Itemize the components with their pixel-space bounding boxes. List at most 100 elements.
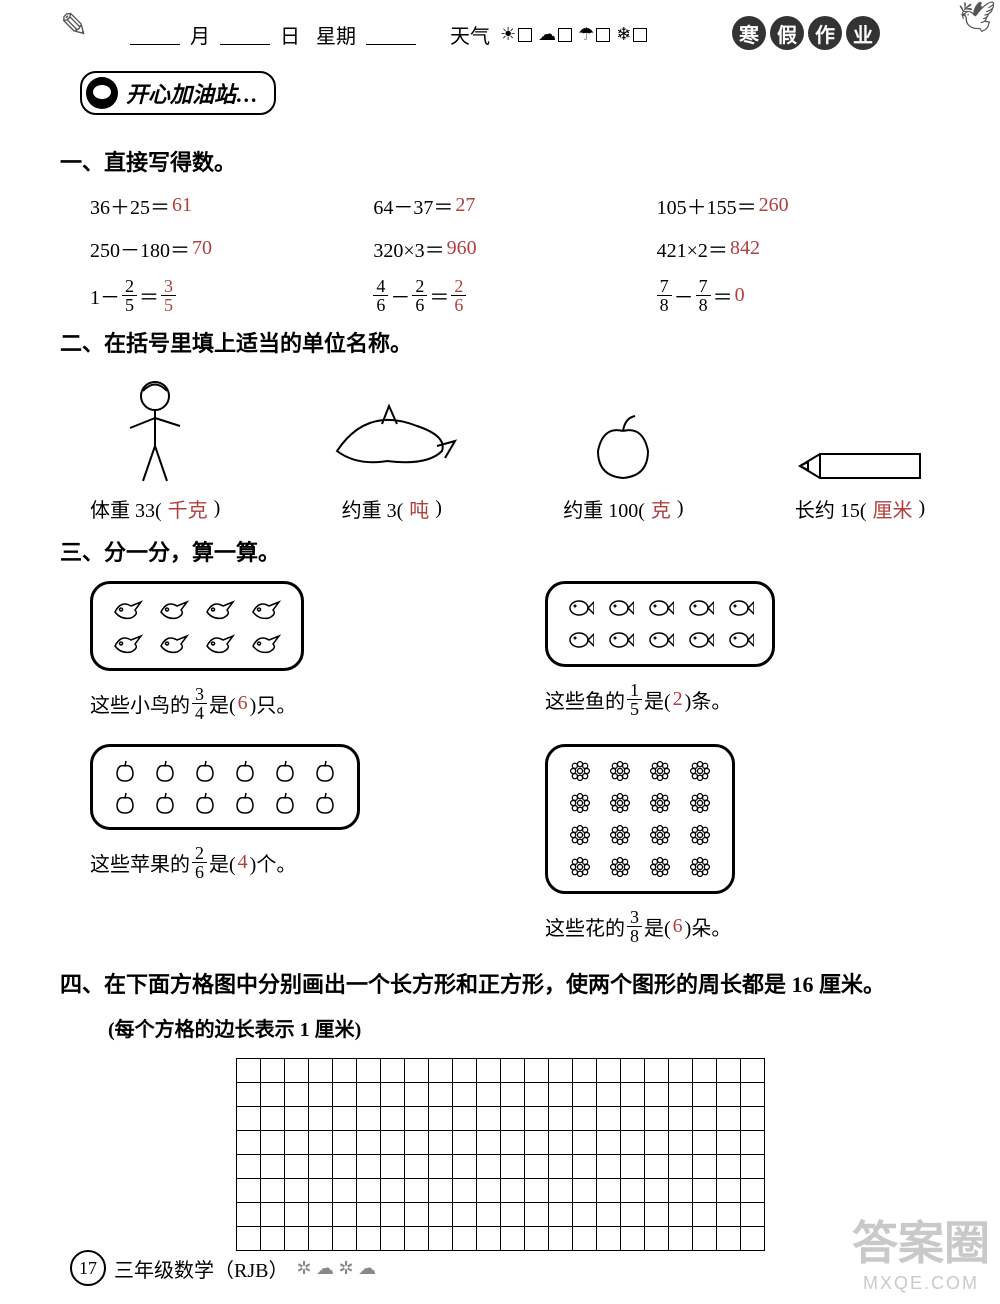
grid-cell[interactable] (284, 1059, 308, 1083)
grid-cell[interactable] (500, 1203, 524, 1227)
grid-cell[interactable] (500, 1059, 524, 1083)
grid-cell[interactable] (668, 1059, 692, 1083)
grid-cell[interactable] (452, 1131, 476, 1155)
grid-cell[interactable] (644, 1179, 668, 1203)
grid-cell[interactable] (308, 1227, 332, 1251)
grid-cell[interactable] (668, 1155, 692, 1179)
grid-cell[interactable] (740, 1107, 764, 1131)
grid-cell[interactable] (404, 1227, 428, 1251)
grid-cell[interactable] (716, 1131, 740, 1155)
grid-cell[interactable] (572, 1203, 596, 1227)
grid-cell[interactable] (740, 1203, 764, 1227)
snow-checkbox[interactable] (633, 28, 647, 42)
grid-cell[interactable] (476, 1059, 500, 1083)
grid-cell[interactable] (260, 1179, 284, 1203)
grid-cell[interactable] (260, 1059, 284, 1083)
grid-cell[interactable] (596, 1179, 620, 1203)
grid-cell[interactable] (596, 1107, 620, 1131)
grid-cell[interactable] (308, 1083, 332, 1107)
grid-cell[interactable] (284, 1107, 308, 1131)
grid-cell[interactable] (524, 1083, 548, 1107)
grid-cell[interactable] (356, 1131, 380, 1155)
grid-cell[interactable] (404, 1083, 428, 1107)
grid-cell[interactable] (740, 1155, 764, 1179)
grid-cell[interactable] (596, 1059, 620, 1083)
grid-cell[interactable] (596, 1155, 620, 1179)
grid-cell[interactable] (740, 1083, 764, 1107)
grid-cell[interactable] (332, 1179, 356, 1203)
grid-cell[interactable] (284, 1179, 308, 1203)
month-blank[interactable] (130, 25, 180, 45)
grid-cell[interactable] (500, 1083, 524, 1107)
grid-cell[interactable] (500, 1155, 524, 1179)
grid-cell[interactable] (428, 1155, 452, 1179)
grid-cell[interactable] (308, 1155, 332, 1179)
grid-cell[interactable] (596, 1227, 620, 1251)
grid-cell[interactable] (356, 1203, 380, 1227)
grid-cell[interactable] (620, 1083, 644, 1107)
grid-cell[interactable] (260, 1227, 284, 1251)
grid-cell[interactable] (236, 1059, 260, 1083)
grid-cell[interactable] (356, 1179, 380, 1203)
grid-cell[interactable] (260, 1131, 284, 1155)
grid-cell[interactable] (332, 1155, 356, 1179)
grid-cell[interactable] (548, 1179, 572, 1203)
drawing-grid[interactable] (236, 1058, 765, 1251)
grid-cell[interactable] (644, 1059, 668, 1083)
cloudy-checkbox[interactable] (558, 28, 572, 42)
grid-cell[interactable] (524, 1179, 548, 1203)
grid-cell[interactable] (572, 1083, 596, 1107)
grid-cell[interactable] (284, 1083, 308, 1107)
grid-cell[interactable] (620, 1107, 644, 1131)
grid-cell[interactable] (668, 1203, 692, 1227)
grid-cell[interactable] (572, 1155, 596, 1179)
grid-cell[interactable] (236, 1203, 260, 1227)
grid-cell[interactable] (428, 1059, 452, 1083)
grid-cell[interactable] (620, 1131, 644, 1155)
grid-cell[interactable] (428, 1203, 452, 1227)
grid-cell[interactable] (476, 1083, 500, 1107)
grid-cell[interactable] (260, 1155, 284, 1179)
grid-cell[interactable] (572, 1227, 596, 1251)
grid-cell[interactable] (452, 1155, 476, 1179)
grid-cell[interactable] (476, 1203, 500, 1227)
grid-cell[interactable] (380, 1155, 404, 1179)
grid-cell[interactable] (620, 1203, 644, 1227)
grid-cell[interactable] (308, 1131, 332, 1155)
grid-cell[interactable] (380, 1083, 404, 1107)
grid-cell[interactable] (548, 1083, 572, 1107)
sunny-checkbox[interactable] (518, 28, 532, 42)
grid-cell[interactable] (236, 1227, 260, 1251)
grid-cell[interactable] (260, 1203, 284, 1227)
grid-cell[interactable] (644, 1107, 668, 1131)
grid-cell[interactable] (572, 1179, 596, 1203)
grid-cell[interactable] (332, 1059, 356, 1083)
grid-cell[interactable] (236, 1107, 260, 1131)
grid-cell[interactable] (404, 1107, 428, 1131)
grid-cell[interactable] (356, 1155, 380, 1179)
grid-cell[interactable] (716, 1179, 740, 1203)
grid-cell[interactable] (692, 1227, 716, 1251)
grid-cell[interactable] (380, 1059, 404, 1083)
grid-cell[interactable] (572, 1107, 596, 1131)
grid-cell[interactable] (596, 1131, 620, 1155)
grid-cell[interactable] (500, 1131, 524, 1155)
grid-cell[interactable] (236, 1155, 260, 1179)
grid-cell[interactable] (332, 1227, 356, 1251)
grid-cell[interactable] (260, 1107, 284, 1131)
grid-cell[interactable] (572, 1059, 596, 1083)
grid-cell[interactable] (716, 1203, 740, 1227)
grid-cell[interactable] (332, 1131, 356, 1155)
grid-cell[interactable] (596, 1203, 620, 1227)
grid-cell[interactable] (500, 1107, 524, 1131)
grid-cell[interactable] (668, 1083, 692, 1107)
grid-cell[interactable] (716, 1107, 740, 1131)
grid-cell[interactable] (620, 1155, 644, 1179)
grid-cell[interactable] (284, 1203, 308, 1227)
grid-cell[interactable] (332, 1203, 356, 1227)
grid-cell[interactable] (740, 1131, 764, 1155)
grid-cell[interactable] (548, 1227, 572, 1251)
grid-cell[interactable] (380, 1131, 404, 1155)
grid-cell[interactable] (524, 1155, 548, 1179)
grid-cell[interactable] (644, 1155, 668, 1179)
